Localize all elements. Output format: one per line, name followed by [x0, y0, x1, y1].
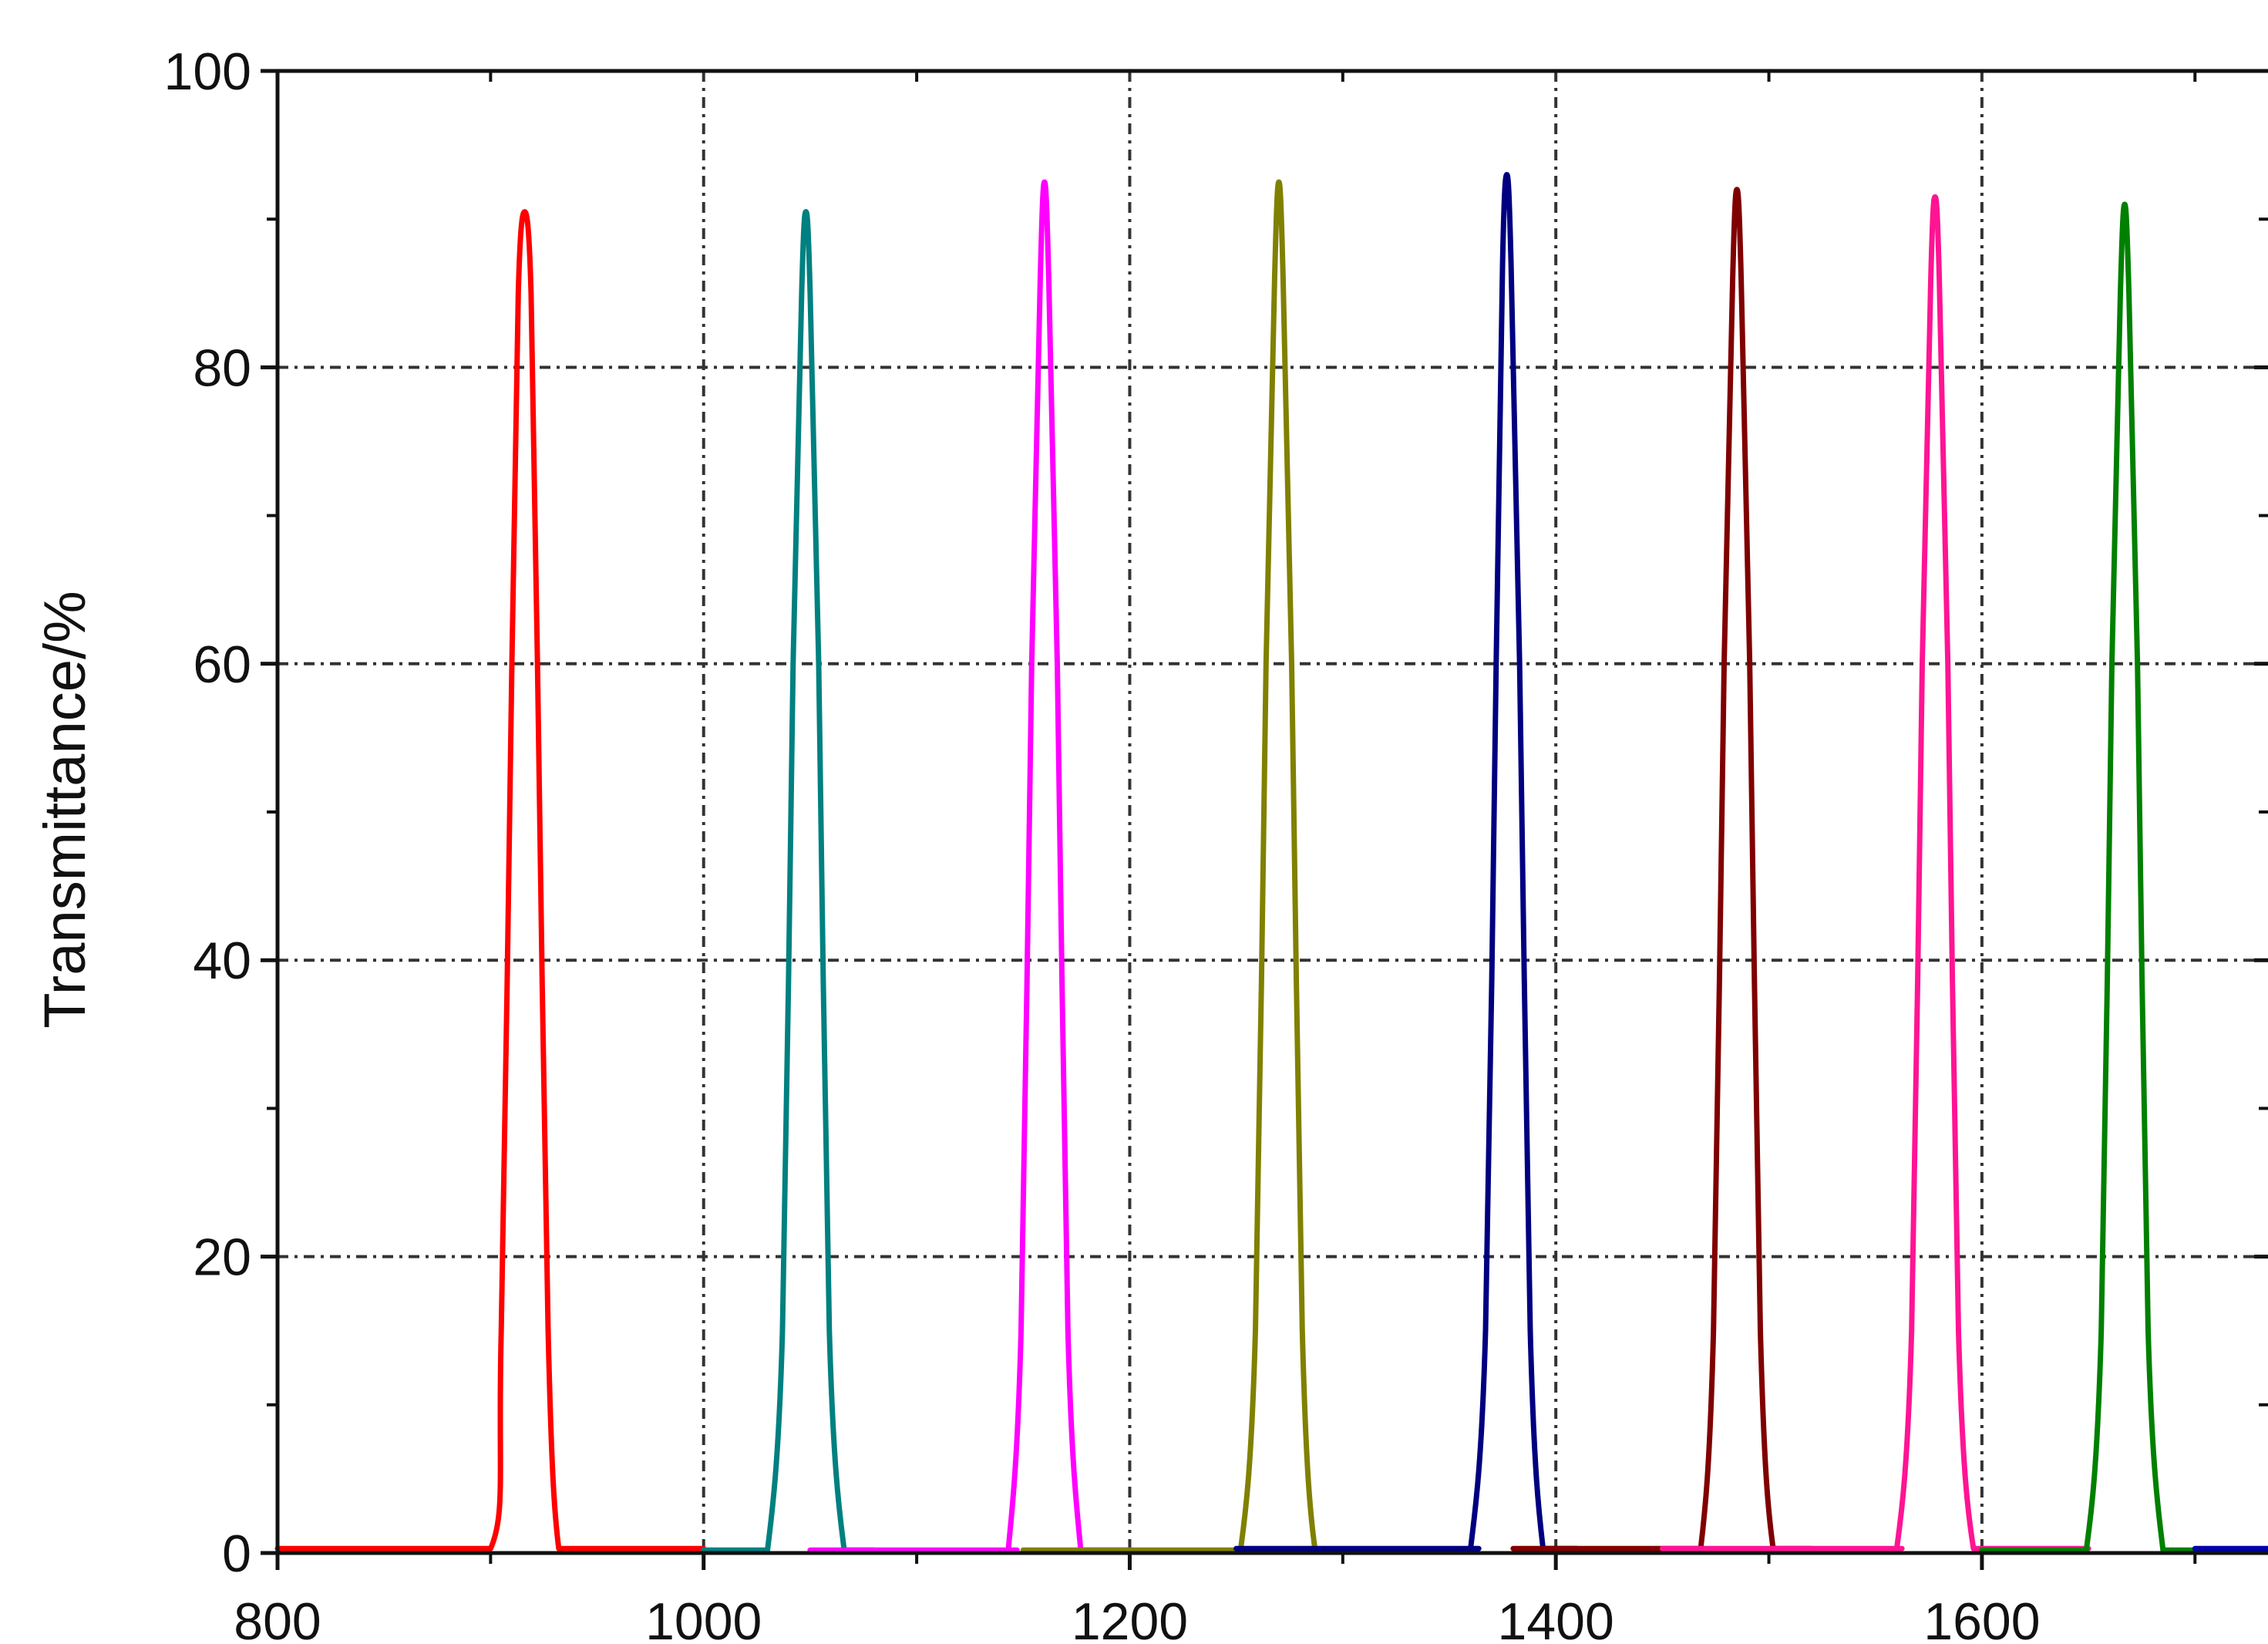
x-tick-label: 1400: [1498, 1592, 1614, 1644]
series-line-2: [701, 209, 877, 1553]
series-line-6: [1510, 187, 1815, 1551]
x-tick-label: 1600: [1923, 1592, 2040, 1644]
series-line-4: [1020, 179, 1346, 1553]
series-line-8: [1979, 201, 2198, 1553]
series-line-3: [807, 179, 1132, 1553]
series-line-5: [1233, 172, 1580, 1551]
y-axis-label: Transmittance/%: [32, 591, 98, 1028]
series-layer: [274, 172, 2268, 1553]
y-tick-label: 60: [193, 635, 251, 694]
x-tick-label: 800: [234, 1592, 321, 1644]
x-tick-label: 1000: [645, 1592, 762, 1644]
y-tick-label: 100: [164, 42, 251, 101]
y-tick-label: 40: [193, 931, 251, 990]
axis-ticks: 800 1000 1200 1400 1600 0 20 40 60 80 100: [164, 42, 2268, 1644]
x-tick-label: 1200: [1072, 1592, 1188, 1644]
y-tick-label: 20: [193, 1228, 251, 1287]
y-tick-label: 0: [222, 1524, 251, 1583]
series-line-1: [274, 209, 707, 1551]
series-line-7: [1659, 194, 2091, 1551]
grid-lines: [278, 71, 2268, 1553]
y-tick-label: 80: [193, 339, 251, 397]
